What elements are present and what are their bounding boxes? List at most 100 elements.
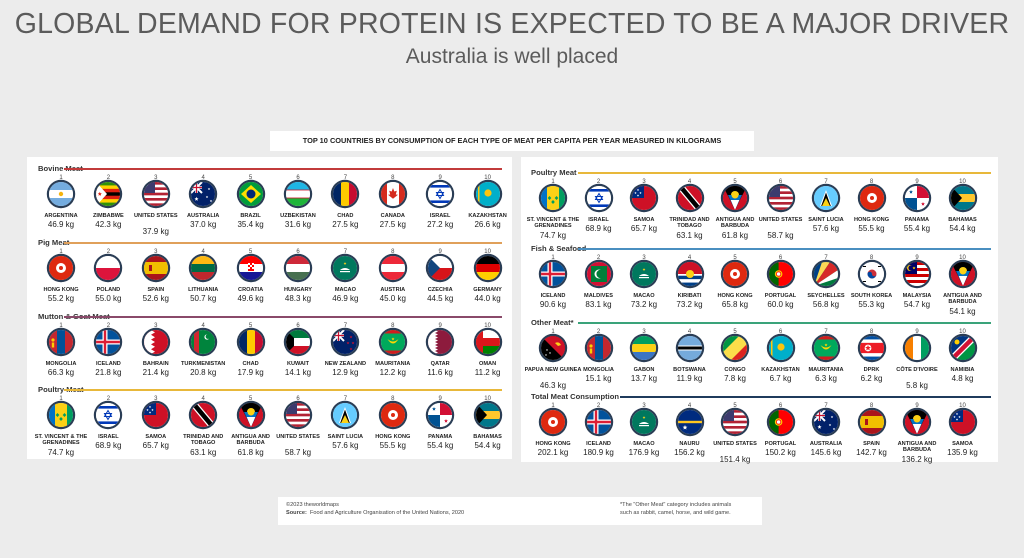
- consumption-value: 14.1 kg: [284, 368, 312, 378]
- country-name: SAINT LUCIA: [327, 434, 364, 440]
- country-name: ANTIGUA AND BARBUDA: [897, 441, 937, 454]
- spain-flag-icon: [143, 256, 168, 280]
- argentina-flag-icon: [49, 182, 73, 206]
- section-title: Fish & Seafood: [531, 244, 587, 253]
- chart-header: TOP 10 COUNTRIES BY CONSUMPTION OF EACH …: [270, 131, 754, 151]
- country-name: ICELAND: [95, 361, 121, 367]
- stlucia-flag-icon: [333, 403, 358, 427]
- country-name: UNITED STATES: [276, 434, 320, 440]
- country-name: QATAR: [430, 361, 450, 367]
- consumption-value: 66.3 kg: [47, 368, 75, 378]
- rank-number: 6: [778, 403, 783, 409]
- section-divider: [620, 396, 991, 398]
- rank-number: 7: [824, 255, 828, 261]
- rank-number: 2: [106, 323, 111, 329]
- rank-number: 10: [484, 396, 491, 402]
- consumption-value: 27.5 kg: [332, 220, 359, 230]
- namibia-flag-icon: [950, 336, 975, 360]
- country-name: CONGO: [724, 367, 746, 373]
- rank-number: 10: [959, 255, 966, 261]
- chad-flag-icon: [333, 182, 358, 206]
- stvincent-flag-icon: [49, 403, 73, 427]
- rank-number: 2: [106, 175, 111, 181]
- country-name: ZIMBABWE: [93, 213, 124, 219]
- country-name: ST. VINCENT & THE GRENADINES: [526, 217, 580, 230]
- kuwait-flag-icon: [286, 330, 310, 354]
- section-title: Total Meat Consumption: [531, 392, 620, 401]
- macao-flag-icon: [632, 262, 656, 286]
- consumption-value: 12.9 kg: [332, 368, 359, 378]
- consumption-value: 73.2 kg: [676, 300, 703, 310]
- country-name: CROATIA: [238, 287, 264, 293]
- consumption-value: 15.1 kg: [585, 374, 612, 384]
- rank-number: 8: [869, 403, 874, 409]
- consumption-value: 55.5 kg: [379, 441, 406, 451]
- consumption-value: 65.8 kg: [721, 300, 749, 310]
- section-divider: [64, 168, 502, 170]
- rank-number: 8: [869, 255, 874, 261]
- footer-note: *The "Other Meat" category includes anim…: [620, 501, 760, 517]
- section-divider: [578, 172, 991, 174]
- rank-number: 4: [687, 179, 692, 185]
- rank-number: 4: [687, 255, 692, 261]
- country-name: SAMOA: [145, 434, 167, 440]
- consumption-value: 55.3 kg: [858, 300, 885, 310]
- rank-number: 3: [642, 403, 646, 409]
- rank-number: 2: [596, 179, 601, 185]
- consumption-value: 4.8 kg: [951, 374, 974, 384]
- consumption-value: 52.6 kg: [142, 294, 169, 304]
- consumption-value: 58.7 kg: [284, 447, 312, 457]
- country-name: MONGOLIA: [45, 361, 77, 367]
- samoa-flag-icon: [950, 410, 975, 434]
- israel-flag-icon: [428, 182, 453, 206]
- malaysia-flag-icon: [905, 262, 929, 286]
- country-name: SAMOA: [952, 441, 973, 447]
- consumption-value: 156.2 kg: [674, 448, 705, 458]
- germany-flag-icon: [475, 256, 500, 280]
- consumption-value: 12.2 kg: [379, 368, 406, 378]
- rank-number: 4: [201, 323, 205, 329]
- consumption-value: 49.6 kg: [237, 294, 264, 304]
- rank-number: 6: [778, 255, 783, 261]
- consumption-value: 11.9 kg: [676, 374, 703, 384]
- rank-number: 8: [391, 396, 395, 402]
- rank-number: 10: [484, 249, 491, 255]
- consumption-value: 45.0 kg: [379, 294, 406, 304]
- zimbabwe-flag-icon: [96, 182, 121, 206]
- consumption-value: 6.2 kg: [860, 374, 883, 384]
- hongkong-flag-icon: [723, 262, 747, 286]
- rank-number: 10: [959, 329, 966, 335]
- country-name: POLAND: [96, 287, 121, 293]
- rank-number: 6: [778, 179, 783, 185]
- country-name: GERMANY: [473, 287, 502, 293]
- rank-number: 3: [154, 175, 158, 181]
- rank-number: 4: [201, 175, 205, 181]
- macao-flag-icon: [632, 410, 656, 434]
- rank-number: 1: [551, 403, 555, 409]
- consumption-value: 56.8 kg: [812, 300, 840, 310]
- country-name: TRINIDAD AND TOBAGO: [183, 434, 224, 447]
- rank-number: 1: [551, 255, 555, 261]
- gabon-flag-icon: [632, 336, 656, 360]
- rank-number: 7: [343, 249, 348, 255]
- country-name: CHAD: [242, 361, 259, 367]
- consumption-value: 6.3 kg: [815, 374, 837, 384]
- hongkong-flag-icon: [859, 186, 884, 210]
- country-name: DPRK: [863, 367, 880, 373]
- panama-flag-icon: [428, 403, 453, 427]
- country-name: OMAN: [479, 361, 497, 367]
- botswana-flag-icon: [677, 336, 702, 360]
- country-name: SOUTH KOREA: [850, 293, 893, 299]
- hongkong-flag-icon: [49, 256, 73, 280]
- consumption-value: 58.7 kg: [767, 230, 794, 240]
- usa-flag-icon: [286, 403, 310, 427]
- section-title: Poultry Meat: [38, 385, 84, 394]
- country-name: SAINT LUCIA: [808, 217, 844, 223]
- nauru-flag-icon: [677, 410, 702, 434]
- trinidad-flag-icon: [677, 186, 702, 210]
- rank-number: 1: [551, 179, 555, 185]
- trinidad-flag-icon: [191, 403, 216, 427]
- country-name: HUNGARY: [283, 287, 313, 293]
- kiribati-flag-icon: [677, 262, 702, 286]
- qatar-flag-icon: [428, 330, 453, 354]
